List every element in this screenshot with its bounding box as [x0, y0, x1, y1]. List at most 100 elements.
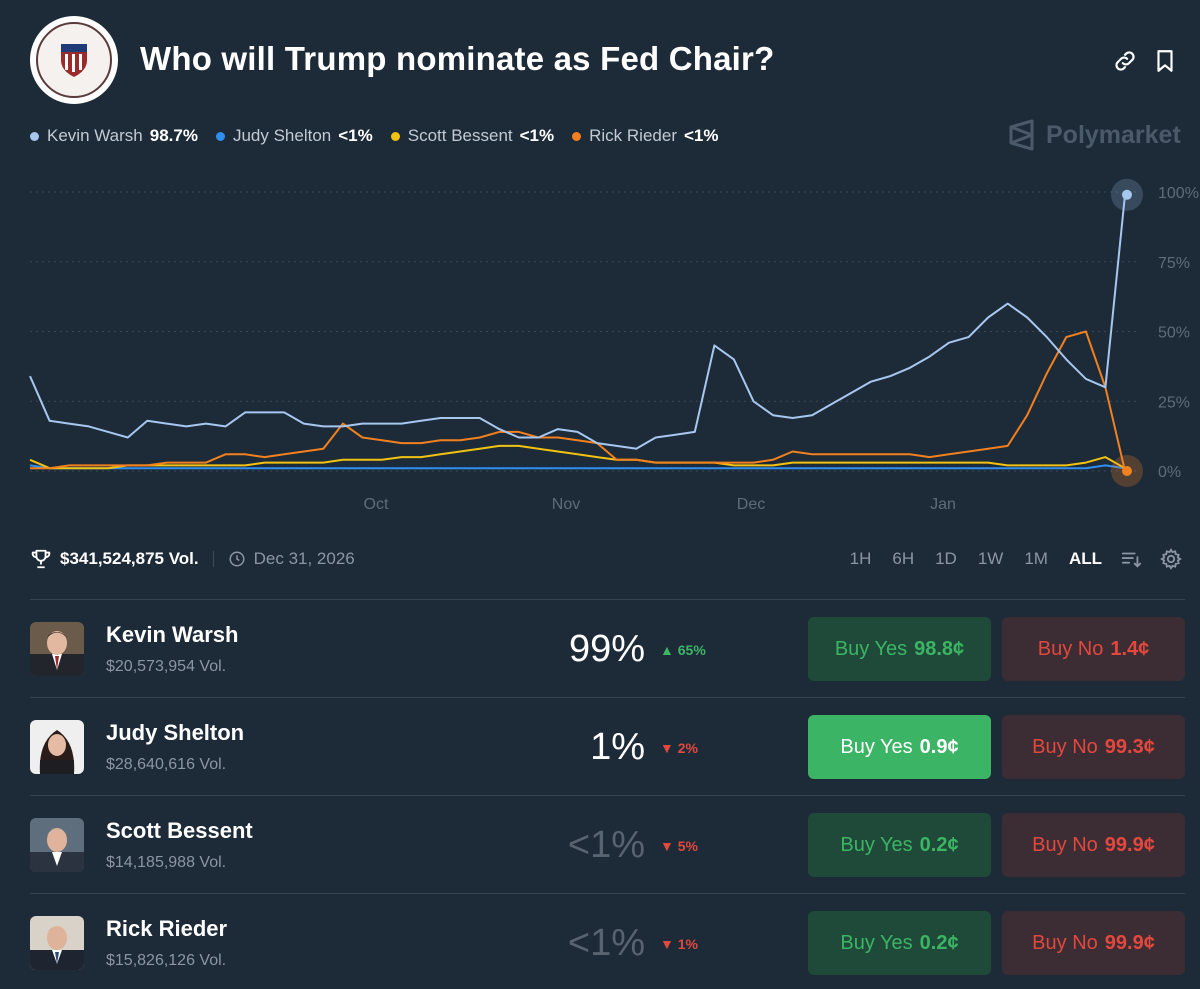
candidate-volume: $15,826,126 Vol.	[106, 952, 227, 969]
legend-item-shelton: Judy Shelton <1%	[215, 126, 373, 146]
buy-yes-button[interactable]: Buy Yes 0.2¢	[808, 813, 991, 877]
legend-item-warsh: Kevin Warsh 98.7%	[30, 126, 198, 146]
warsh-end-point	[1122, 189, 1132, 200]
legend-dot-icon	[215, 131, 225, 141]
buy-yes-button[interactable]: Buy Yes 98.8¢	[808, 617, 991, 681]
legend-value: <1%	[338, 126, 373, 145]
sort-icon[interactable]	[1120, 548, 1142, 570]
candidate-volume: $14,185,988 Vol.	[106, 854, 227, 871]
x-tick-label: Nov	[552, 496, 580, 513]
buy-yes-price: 0.2¢	[919, 833, 959, 856]
change-value: 65%	[677, 642, 706, 658]
buy-no-label: Buy No	[1032, 833, 1098, 856]
series-line-judy-shelton	[29, 464, 1126, 470]
y-tick-label: 25%	[1158, 394, 1190, 411]
legend-value: 98.7%	[149, 126, 198, 145]
candidate-volume: $20,573,954 Vol.	[106, 658, 227, 675]
brand-name: Polymarket	[1046, 120, 1181, 149]
y-tick-label: 0%	[1158, 464, 1181, 481]
change-badge: ▼ 5%	[660, 838, 698, 854]
buy-yes-label: Buy Yes	[840, 931, 913, 954]
buy-no-price: 99.9¢	[1104, 931, 1155, 954]
federal-reserve-seal-icon	[30, 16, 118, 104]
outcome-percent: 99%	[568, 628, 645, 670]
buy-yes-button[interactable]: Buy Yes 0.2¢	[808, 911, 991, 975]
buy-no-button[interactable]: Buy No 99.3¢	[1002, 715, 1185, 779]
legend-name: Judy Shelton	[232, 126, 332, 145]
range-6h[interactable]: 6H	[892, 549, 915, 568]
legend-item-rieder: Rick Rieder <1%	[572, 126, 718, 146]
time-range-selector: 1H 6H 1D 1W 1M ALL	[829, 546, 1182, 572]
candidate-volume: $28,640,616 Vol.	[106, 756, 227, 773]
legend-dot-icon	[572, 131, 582, 141]
market-stats: $341,524,875 Vol. Dec 31, 2026	[30, 546, 355, 572]
avatar	[30, 622, 84, 676]
buy-no-label: Buy No	[1032, 931, 1098, 954]
y-tick-label: 50%	[1158, 325, 1190, 342]
change-value: 2%	[677, 740, 698, 756]
candidate-name: Rick Rieder	[106, 916, 228, 941]
polymarket-icon	[1009, 119, 1034, 151]
change-value: 5%	[677, 838, 698, 854]
buy-yes-label: Buy Yes	[840, 735, 913, 758]
buy-yes-price: 98.8¢	[914, 637, 965, 660]
page-title: Who will Trump nominate as Fed Chair?	[140, 40, 775, 77]
legend-value: <1%	[683, 126, 719, 145]
avatar	[30, 720, 84, 774]
change-badge: ▼ 2%	[660, 740, 698, 756]
legend-dot-icon	[30, 131, 39, 141]
chart-legend: Kevin Warsh 98.7% Judy Shelton <1% Scott…	[30, 124, 736, 148]
clock-icon	[229, 551, 245, 567]
legend-name: Kevin Warsh	[47, 126, 143, 145]
buy-no-label: Buy No	[1037, 637, 1104, 660]
x-tick-label: Dec	[737, 496, 765, 513]
rieder-end-point	[1122, 466, 1132, 476]
outcome-row-rieder[interactable]: Rick Rieder $15,826,126 Vol. <1% ▼ 1% Bu…	[30, 893, 1185, 989]
series-line-kevin-warsh	[29, 194, 1126, 450]
link-icon[interactable]	[1112, 48, 1138, 74]
candidate-name: Kevin Warsh	[106, 622, 239, 647]
change-badge: ▲ 65%	[660, 642, 706, 658]
buy-no-button[interactable]: Buy No 1.4¢	[1002, 617, 1185, 681]
buy-no-button[interactable]: Buy No 99.9¢	[1002, 813, 1185, 877]
legend-item-bessent: Scott Bessent <1%	[390, 126, 555, 146]
bookmark-icon[interactable]	[1152, 48, 1178, 74]
range-all[interactable]: ALL	[1068, 549, 1102, 568]
legend-value: <1%	[519, 126, 555, 145]
buy-no-button[interactable]: Buy No 99.9¢	[1002, 911, 1185, 975]
buy-no-price: 99.3¢	[1104, 735, 1155, 758]
change-badge: ▼ 1%	[660, 936, 698, 952]
outcome-row-bessent[interactable]: Scott Bessent $14,185,988 Vol. <1% ▼ 5% …	[30, 795, 1185, 893]
buy-yes-price: 0.9¢	[919, 735, 959, 758]
trophy-icon	[31, 549, 51, 569]
divider	[212, 551, 214, 567]
outcome-row-warsh[interactable]: Kevin Warsh $20,573,954 Vol. 99% ▲ 65% B…	[30, 599, 1185, 697]
range-1h[interactable]: 1H	[849, 549, 872, 568]
buy-no-price: 1.4¢	[1110, 637, 1150, 660]
legend-name: Rick Rieder	[589, 126, 677, 145]
end-date: Dec 31, 2026	[253, 549, 355, 568]
settings-gear-icon[interactable]	[1160, 548, 1182, 570]
avatar	[30, 916, 84, 970]
buy-yes-button[interactable]: Buy Yes 0.9¢	[808, 715, 991, 779]
series-line-rick-rieder	[30, 330, 1126, 472]
x-tick-label: Oct	[364, 496, 389, 513]
series-line-scott-bessent	[29, 444, 1126, 470]
buy-yes-label: Buy Yes	[834, 637, 908, 660]
buy-yes-price: 0.2¢	[919, 931, 959, 954]
outcome-row-shelton[interactable]: Judy Shelton $28,640,616 Vol. 1% ▼ 2% Bu…	[30, 697, 1185, 795]
buy-yes-label: Buy Yes	[840, 833, 913, 856]
range-1d[interactable]: 1D	[935, 549, 957, 568]
legend-name: Scott Bessent	[407, 126, 513, 145]
y-tick-label: 100%	[1158, 185, 1199, 202]
outcomes-list: Kevin Warsh $20,573,954 Vol. 99% ▲ 65% B…	[30, 599, 1185, 989]
candidate-name: Judy Shelton	[106, 720, 245, 745]
price-history-chart[interactable]: 100% 75% 50% 25% 0% Oct Nov Dec Jan	[0, 160, 1200, 530]
candidate-name: Scott Bessent	[106, 818, 253, 843]
range-1w[interactable]: 1W	[977, 549, 1004, 568]
total-volume: $341,524,875 Vol.	[60, 549, 199, 568]
market-header: Who will Trump nominate as Fed Chair?	[30, 14, 1180, 104]
buy-no-price: 99.9¢	[1104, 833, 1155, 856]
range-1m[interactable]: 1M	[1024, 549, 1048, 568]
legend-dot-icon	[390, 131, 400, 141]
